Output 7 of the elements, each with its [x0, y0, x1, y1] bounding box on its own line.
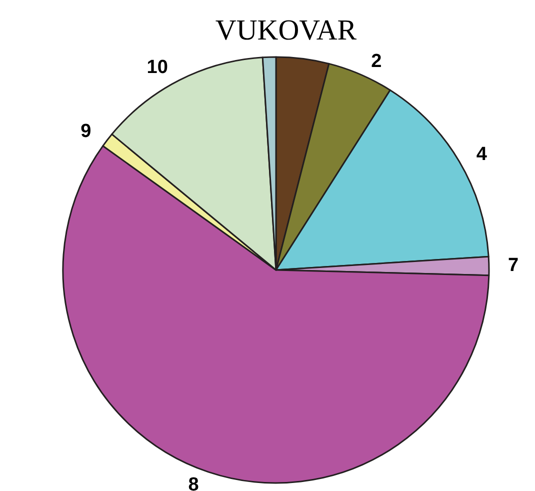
slice-label: 10	[146, 57, 168, 78]
slice-label: 8	[188, 474, 199, 491]
slice-label: 2	[371, 51, 382, 72]
slice-label: 9	[80, 120, 92, 142]
slice-label: 7	[508, 255, 519, 276]
chart-title: VUKOVAR	[215, 14, 358, 46]
slice-label: 4	[476, 144, 488, 165]
